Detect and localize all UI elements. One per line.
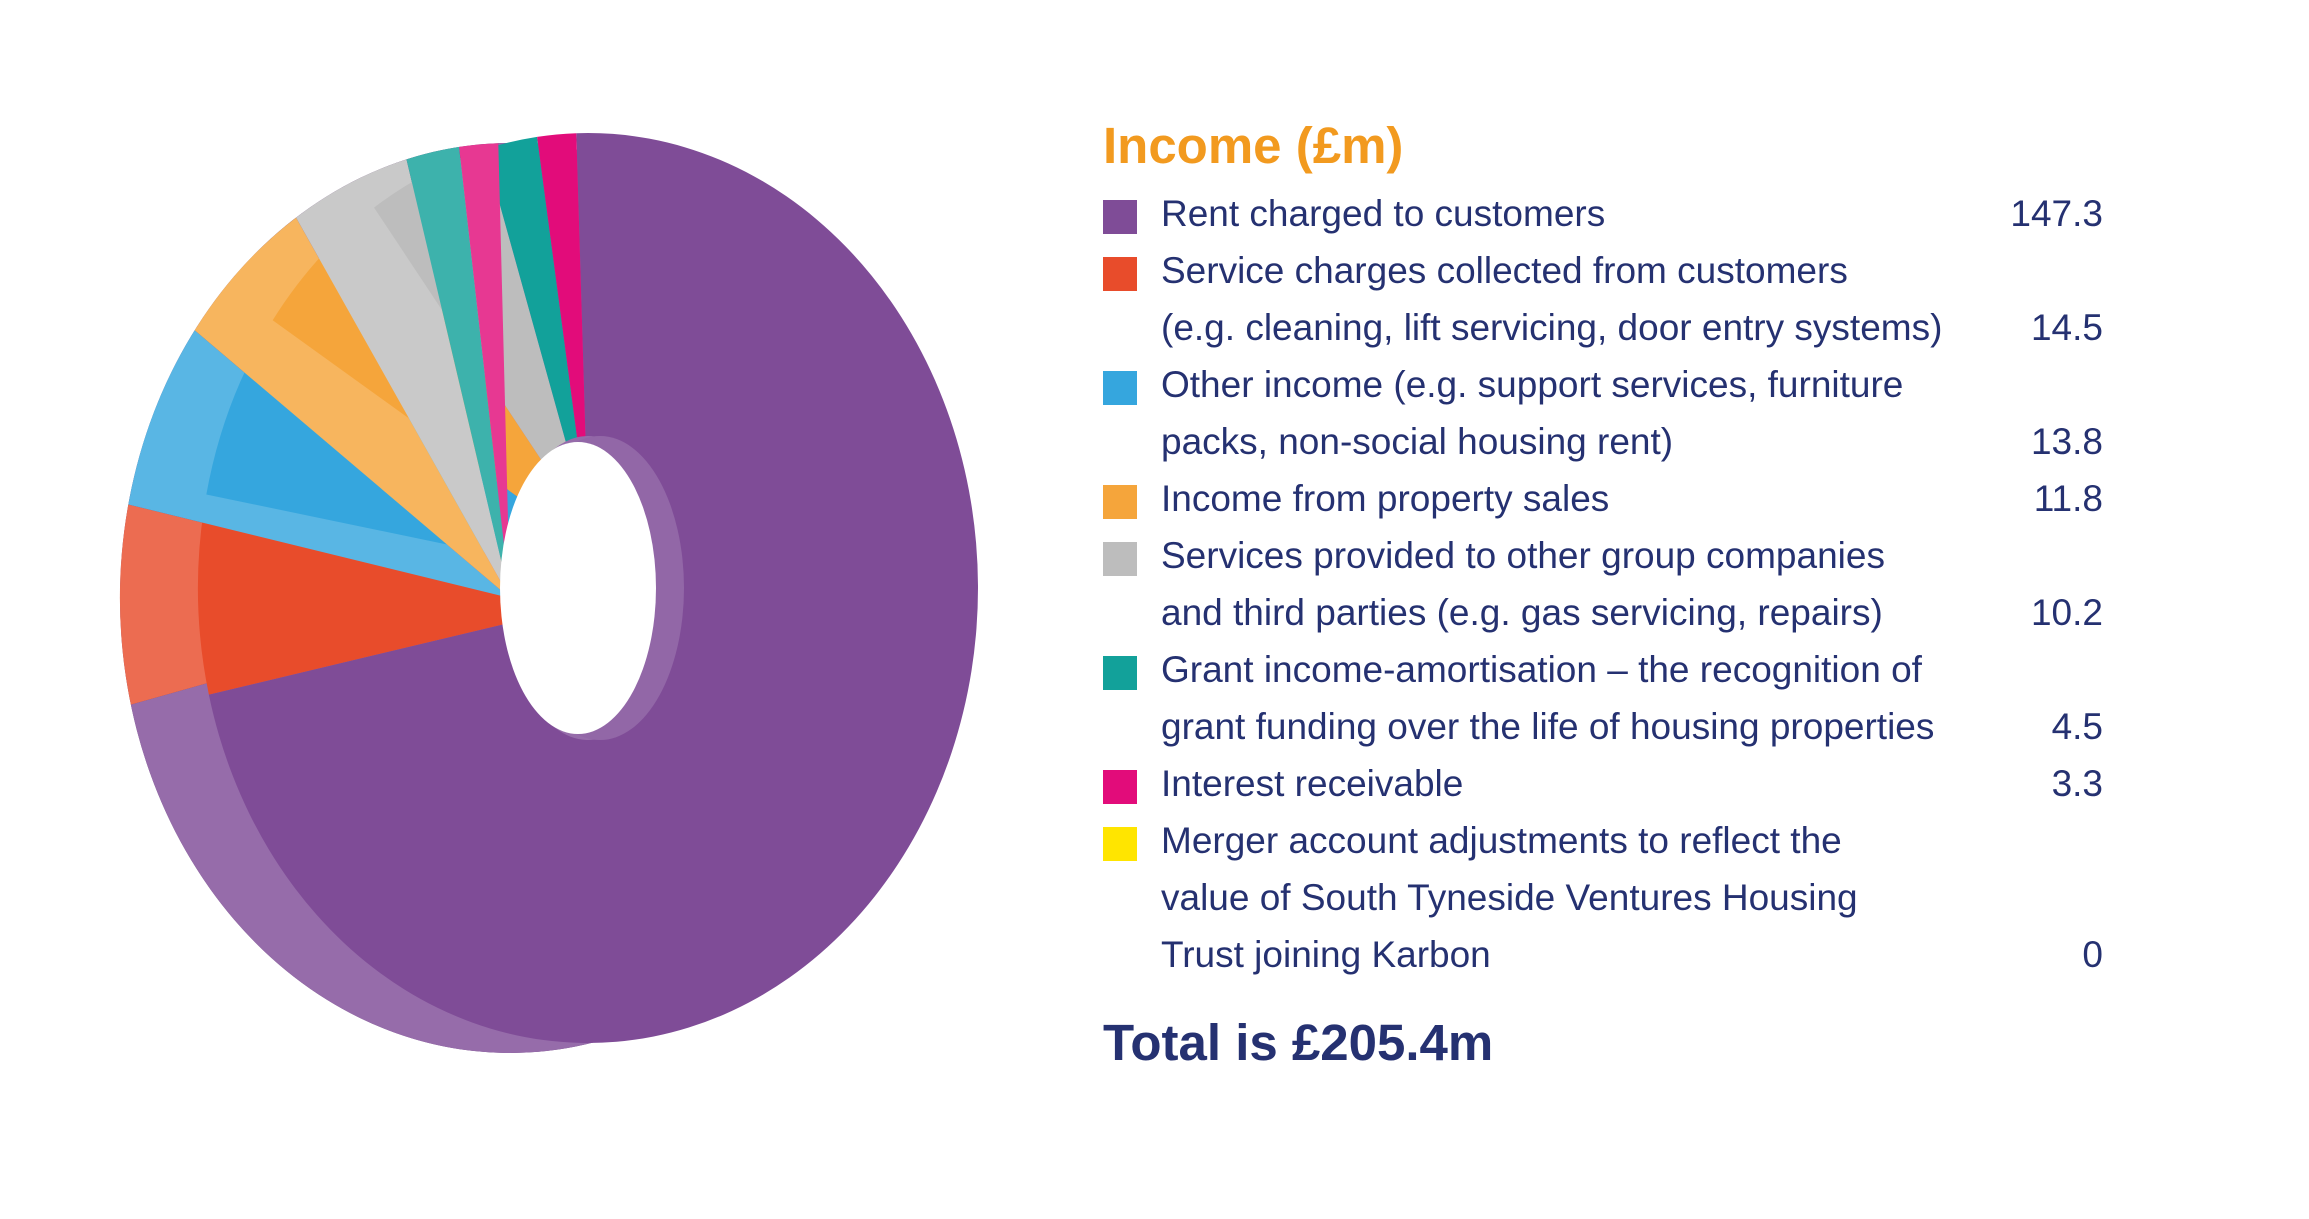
legend-label: Services provided to other group compani… [1161, 527, 1993, 641]
legend-value: 10.2 [2030, 592, 2103, 633]
legend-value: 14.5 [2030, 307, 2103, 348]
slice-0 [208, 132, 979, 1043]
legend-label-line: Services provided to other group compani… [1161, 535, 1885, 576]
legend: Rent charged to customers 147.3 Service ch… [1103, 185, 2103, 983]
slice-side [194, 217, 510, 598]
donut-hole [500, 442, 656, 734]
legend-label-line: value of South Tyneside Ventures Housing [1161, 877, 1858, 918]
legend-label-line: Grant income-amortisation – the recognit… [1161, 649, 1922, 690]
legend-swatch [1103, 542, 1137, 576]
legend-item: Interest receivable 3.3 [1103, 755, 2103, 812]
legend-item: Merger account adjustments to reflect th… [1103, 812, 2103, 983]
donut-slices [119, 132, 979, 1053]
legend-label-line: Trust joining Karbon [1161, 934, 1491, 975]
legend-item: Service charges collected from customers… [1103, 242, 2103, 356]
legend-label: Merger account adjustments to reflect th… [1161, 812, 1993, 983]
legend-item: Services provided to other group compani… [1103, 527, 2103, 641]
slice-5 [484, 136, 578, 442]
legend-swatch [1103, 200, 1137, 234]
legend-item: Other income (e.g. support services, fur… [1103, 356, 2103, 470]
legend-label-line: Service charges collected from customers [1161, 250, 1848, 291]
legend-label-line: Rent charged to customers [1161, 193, 1606, 234]
legend-item: Income from property sales 11.8 [1103, 470, 2103, 527]
legend-label-line: packs, non-social housing rent) [1161, 421, 1674, 462]
legend-label-line: Other income (e.g. support services, fur… [1161, 364, 1904, 405]
legend-swatch [1103, 827, 1137, 861]
legend-swatch [1103, 257, 1137, 291]
slice-side [459, 143, 510, 599]
legend-item: Grant income-amortisation – the recognit… [1103, 641, 2103, 755]
legend-label: Rent charged to customers [1161, 185, 1993, 242]
legend-swatch [1103, 770, 1137, 804]
legend-value: 4.5 [2051, 706, 2103, 747]
legend-swatch [1103, 656, 1137, 690]
legend-label: Service charges collected from customers… [1161, 242, 1993, 356]
legend-value: 13.8 [2030, 421, 2103, 462]
legend-label-line: Income from property sales [1161, 478, 1610, 519]
legend-label: Income from property sales [1161, 470, 1993, 527]
legend-label-line: grant funding over the life of housing p… [1161, 706, 1935, 747]
legend-item: Rent charged to customers 147.3 [1103, 185, 2103, 242]
slice-side [406, 146, 510, 599]
legend-label: Interest receivable [1161, 755, 1993, 812]
legend-panel: Income (£m) Rent charged to customers 147… [1103, 112, 2103, 1077]
legend-label-line: and third parties (e.g. gas servicing, r… [1161, 592, 1883, 633]
legend-swatch [1103, 371, 1137, 405]
legend-value: 147.3 [2010, 193, 2103, 234]
legend-swatch [1103, 485, 1137, 519]
chart-title: Income (£m) [1103, 117, 1404, 174]
legend-value: 3.3 [2051, 763, 2103, 804]
legend-label: Other income (e.g. support services, fur… [1161, 356, 1993, 470]
legend-label-line: Interest receivable [1161, 763, 1464, 804]
legend-label: Grant income-amortisation – the recognit… [1161, 641, 1993, 755]
legend-value: 0 [2082, 934, 2103, 975]
donut-chart [119, 132, 979, 1053]
legend-label-line: (e.g. cleaning, lift servicing, door ent… [1161, 307, 1943, 348]
slice-6 [537, 133, 586, 438]
total-label: Total is £205.4m [1103, 1014, 1494, 1071]
legend-label-line: Merger account adjustments to reflect th… [1161, 820, 1842, 861]
legend-value: 11.8 [2033, 478, 2103, 519]
slice-side [296, 159, 510, 598]
